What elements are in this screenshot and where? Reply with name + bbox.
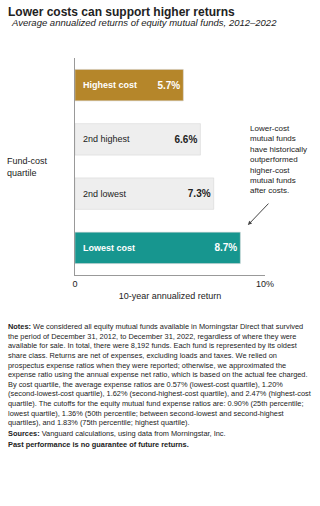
html-text:Past performance is no guarant: Past performance is no guarantee of futu… xyxy=(8,439,189,449)
svg-text:0: 0 xyxy=(72,279,77,289)
svg-text:Fund-costquartile: Fund-costquartile xyxy=(7,156,48,178)
svg-text:Highest cost: Highest cost xyxy=(83,80,137,90)
html-text:Sources: Vanguard calculations: Sources: Vanguard calculations, using da… xyxy=(8,428,226,438)
svg-text:10%: 10% xyxy=(256,279,274,289)
svg-text:6.6%: 6.6% xyxy=(174,134,197,145)
html-text:Notes: We considered all equit: Notes: We considered all equity mutual f… xyxy=(8,322,311,428)
svg-text:Average annualized returns of: Average annualized returns of equity mut… xyxy=(11,17,277,28)
svg-text:10-year annualized return: 10-year annualized return xyxy=(119,291,222,301)
svg-text:Lower-costmutual fundshave his: Lower-costmutual fundshave historicallyo… xyxy=(250,124,307,195)
svg-text:7.3%: 7.3% xyxy=(188,188,211,199)
svg-text:Lower costs can support higher: Lower costs can support higher returns xyxy=(8,5,235,19)
svg-text:8.7%: 8.7% xyxy=(214,242,237,253)
svg-text:5.7%: 5.7% xyxy=(157,80,180,91)
svg-text:2nd lowest: 2nd lowest xyxy=(83,189,127,199)
svg-text:Lowest cost: Lowest cost xyxy=(83,243,135,253)
svg-text:2nd highest: 2nd highest xyxy=(83,134,130,144)
